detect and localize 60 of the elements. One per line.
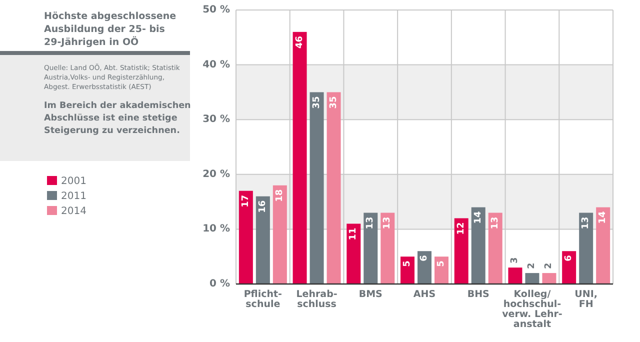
- legend-label: 2011: [61, 191, 86, 202]
- data-label: 17: [240, 194, 251, 208]
- data-label: 2: [544, 262, 554, 270]
- data-label: 14: [473, 211, 484, 224]
- y-tick-label: 0 %: [210, 278, 230, 290]
- x-tick-label: Pflicht- schule: [244, 289, 282, 310]
- data-label: 3: [510, 257, 520, 264]
- data-label: 46: [294, 36, 305, 48]
- data-label: 13: [382, 216, 393, 230]
- x-tick-label: Lehrab- schluss: [296, 289, 338, 310]
- data-label: 18: [274, 189, 285, 202]
- data-label: 5: [436, 260, 446, 267]
- bar: [418, 251, 432, 284]
- legend-label: 2001: [61, 176, 86, 187]
- text: Im Bereich der akademischen Abschlüsse ist eine stetige Steigerung zu verzeichnen.: [44, 101, 191, 136]
- data-label: 14: [598, 211, 608, 224]
- data-label: 35: [328, 96, 339, 109]
- bar: [454, 218, 468, 284]
- data-label: 6: [420, 255, 430, 262]
- data-label: 11: [348, 228, 359, 240]
- bar: [579, 212, 594, 284]
- data-label: 13: [490, 216, 500, 230]
- bar: [508, 268, 522, 284]
- bar: [488, 212, 502, 284]
- data-label: 12: [456, 222, 466, 235]
- y-tick-label: 20 %: [202, 168, 230, 180]
- y-tick-label: 30 %: [202, 114, 230, 126]
- bar: [525, 273, 540, 284]
- bar: [310, 92, 324, 284]
- bar: [380, 212, 395, 284]
- data-label: 13: [581, 216, 592, 230]
- data-label: 35: [312, 96, 322, 109]
- x-tick-label: Kolleg/ hochschul- verw. Lehr- anstalt: [502, 289, 562, 330]
- bar: [434, 256, 448, 284]
- bar: [326, 92, 341, 284]
- data-label: 6: [564, 255, 574, 262]
- data-label: 13: [366, 216, 376, 230]
- bar: [471, 207, 486, 284]
- x-tick-label: AHS: [413, 289, 436, 300]
- x-tick-label: UNI, FH: [574, 289, 598, 310]
- data-label: 16: [258, 200, 268, 213]
- bar: [562, 251, 576, 284]
- bar: [542, 273, 556, 284]
- bar: [346, 224, 361, 284]
- text: Höchste abgeschlossene Ausbildung der 25- bis 29-Jährigen in OÖ: [44, 11, 176, 48]
- x-tick-label: BHS: [467, 289, 490, 300]
- legend-label: 2014: [61, 206, 86, 217]
- bar: [596, 207, 610, 284]
- bar: [292, 32, 307, 284]
- bar: [256, 196, 270, 284]
- y-tick-label: 10 %: [202, 224, 230, 235]
- bar: [272, 185, 287, 284]
- bar: [400, 256, 414, 284]
- bar: [238, 190, 253, 284]
- bar: [364, 212, 378, 284]
- y-tick-label: 50 %: [202, 4, 230, 16]
- y-tick-label: 40 %: [202, 59, 230, 70]
- data-label: 2: [527, 262, 538, 270]
- data-label: 5: [402, 260, 412, 267]
- x-tick-label: BMS: [358, 289, 383, 300]
